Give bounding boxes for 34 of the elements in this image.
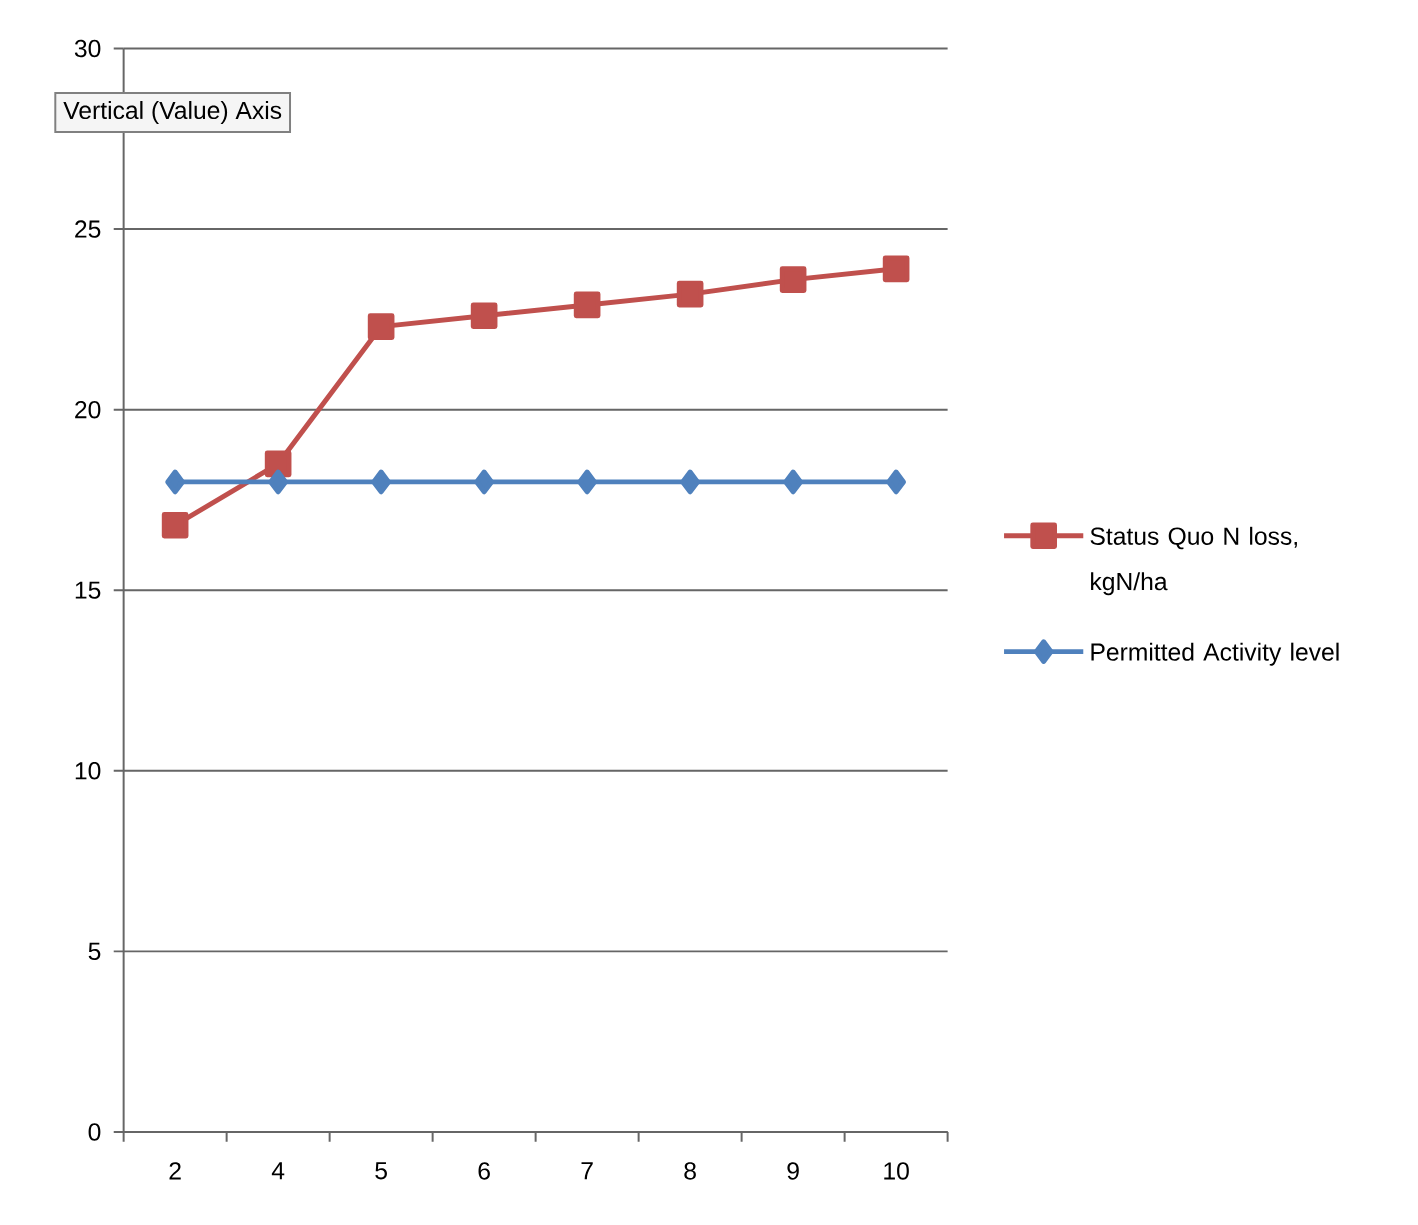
point (886, 469, 906, 495)
annotation: Vertical (Value) Axis (63, 100, 282, 124)
point (367, 313, 395, 340)
y-tick-label: 30 (74, 39, 101, 58)
point (573, 291, 601, 319)
x-tick-label: 5 (375, 1162, 387, 1180)
y-tick-label: 10 (75, 762, 101, 780)
point (783, 469, 803, 495)
y-tick-label: 25 (75, 220, 101, 238)
y-tick-label: 20 (75, 400, 101, 419)
x-tick-label: 7 (581, 1162, 593, 1180)
point (470, 302, 498, 330)
point (474, 469, 495, 495)
legend-label: Status Quo N loss, kgN/ha (1090, 526, 1297, 596)
x-tick-label: 2 (169, 1162, 181, 1180)
point (371, 469, 392, 495)
x-tick-label: 9 (787, 1162, 799, 1180)
point (577, 469, 597, 495)
point (268, 469, 289, 495)
x-tick-label: 10 (884, 1162, 909, 1180)
point (165, 469, 186, 495)
legend-label: Permitted Activity level (1091, 642, 1339, 666)
point (680, 469, 700, 495)
x-tick-label: 8 (684, 1162, 696, 1180)
point (264, 450, 292, 478)
y-tick-label: 0 (88, 1123, 101, 1141)
point (882, 255, 910, 283)
x-tick-label: 6 (478, 1162, 490, 1180)
point (779, 266, 807, 293)
y-tick-label: 5 (88, 942, 101, 960)
point (676, 280, 704, 308)
y-tick-label: 15 (75, 581, 101, 599)
point (161, 511, 189, 539)
x-tick-label: 4 (271, 1162, 285, 1180)
